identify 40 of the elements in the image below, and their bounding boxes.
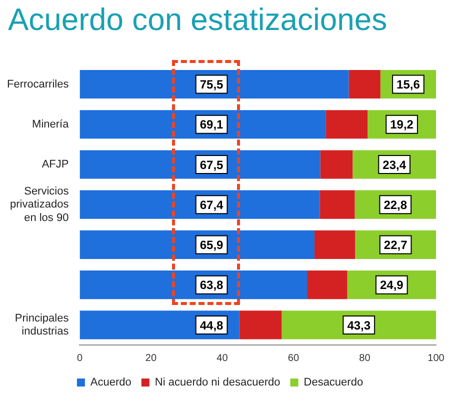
data-label: 63,8 (200, 278, 224, 292)
data-label: 75,5 (200, 78, 224, 92)
y-tick-label: Servicios privatizados en los 90 (10, 185, 70, 224)
data-label: 69,1 (200, 118, 224, 132)
x-tick-label: 20 (145, 352, 157, 364)
data-label: 44,8 (200, 318, 224, 332)
bar (307, 270, 348, 300)
data-label: 67,5 (200, 158, 224, 172)
legend-label: Acuerdo (90, 376, 132, 389)
data-label: 22,7 (384, 238, 408, 252)
bar (348, 70, 380, 99)
data-label: 24,9 (380, 278, 404, 292)
x-tick-label: 0 (76, 352, 83, 364)
data-label: 43,3 (347, 318, 371, 332)
y-tick-label: Minería (32, 118, 70, 130)
data-label: 23,4 (382, 158, 406, 172)
legend-label: Desacuerdo (304, 376, 364, 389)
data-label: 65,9 (200, 238, 224, 252)
y-tick-label: Principales industrias (14, 312, 70, 338)
x-tick-label: 40 (216, 352, 228, 364)
x-tick-label: 80 (359, 352, 371, 364)
x-tick-label: 60 (288, 352, 300, 364)
legend-label: Ni acuerdo ni desacuerdo (154, 376, 280, 389)
chart-title: Acuerdo con estatizaciones (8, 2, 388, 38)
bar (80, 230, 315, 260)
bar (314, 230, 356, 260)
bar (320, 190, 355, 219)
data-label: 19,2 (390, 118, 414, 132)
y-tick-label: Ferrocarriles (6, 78, 70, 90)
bar (326, 110, 368, 139)
bar (80, 270, 308, 300)
x-tick-label: 100 (428, 352, 445, 364)
data-label: 67,4 (200, 198, 224, 212)
data-label: 15,6 (396, 78, 420, 92)
y-tick-label: AFJP (42, 158, 69, 171)
data-label: 22,8 (384, 198, 408, 212)
bar (80, 70, 349, 99)
bar (320, 150, 353, 179)
bar (80, 110, 326, 139)
bar (239, 310, 282, 340)
